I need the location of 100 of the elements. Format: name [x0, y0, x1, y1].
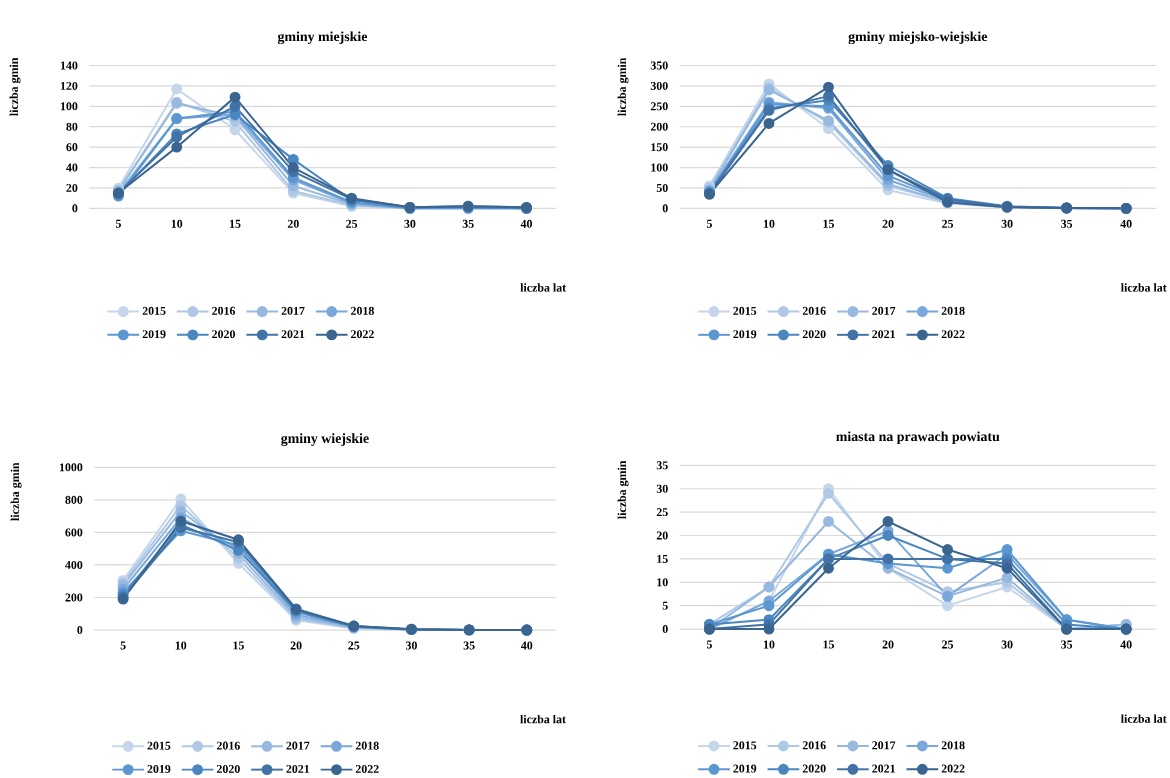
- x-tick-label: 25: [942, 219, 954, 228]
- x-tick-label: 35: [1061, 640, 1073, 649]
- legend-label: 2020: [212, 329, 235, 339]
- y-tick-label: 20: [66, 183, 78, 192]
- y-tick-label: 25: [656, 507, 668, 516]
- y-tick-label: 0: [662, 624, 668, 633]
- legend-label: 2018: [355, 741, 379, 750]
- x-tick-label: 20: [287, 219, 299, 228]
- y-tick-label: 250: [650, 102, 668, 111]
- y-tick-label: 35: [656, 461, 668, 470]
- legend-label: 2017: [281, 306, 305, 315]
- legend-label: 2015: [147, 741, 171, 750]
- y-tick-label: 200: [65, 593, 83, 602]
- x-tick-label: 10: [171, 219, 183, 228]
- x-axis-title: liczba lat: [1120, 283, 1167, 292]
- x-tick-label: 40: [1120, 640, 1132, 649]
- x-tick-label: 25: [346, 219, 358, 228]
- y-tick-label: 100: [651, 163, 668, 172]
- x-tick-label: 15: [823, 640, 834, 649]
- x-tick-label: 5: [115, 219, 121, 228]
- x-axis-title: liczba lat: [1120, 714, 1167, 723]
- y-tick-label: 600: [65, 528, 83, 537]
- legend-label: 2018: [941, 306, 965, 315]
- x-tick-label: 10: [175, 641, 187, 650]
- legend-label: 2016: [802, 306, 826, 315]
- x-axis-title: liczba lat: [520, 714, 566, 724]
- y-tick-label: 100: [60, 102, 78, 111]
- y-tick-label: 300: [650, 81, 668, 90]
- legend-label: 2019: [733, 329, 757, 339]
- y-tick-label: 50: [656, 183, 668, 192]
- legend-label: 2016: [802, 741, 826, 750]
- x-tick-label: 10: [763, 640, 775, 649]
- x-tick-label: 40: [521, 641, 533, 650]
- y-tick-label: 800: [65, 495, 83, 504]
- legend-label: 2020: [802, 764, 826, 773]
- y-tick-label: 1000: [59, 463, 83, 472]
- y-tick-label: 5: [662, 601, 668, 610]
- x-tick-label: 5: [120, 641, 126, 650]
- y-tick-label: 60: [66, 142, 78, 151]
- x-tick-label: 25: [942, 640, 954, 649]
- chart-title: gminy miejsko-wiejskie: [848, 31, 988, 44]
- legend-label: 2020: [802, 329, 826, 339]
- y-tick-label: 40: [66, 163, 78, 172]
- y-tick-label: 350: [650, 61, 668, 70]
- x-tick-label: 40: [1120, 219, 1132, 228]
- y-axis-title: liczba gmin: [617, 57, 629, 116]
- legend-label: 2021: [281, 329, 305, 339]
- y-tick-label: 150: [651, 142, 668, 151]
- x-tick-label: 30: [404, 219, 416, 228]
- legend-label: 2015: [733, 741, 757, 750]
- y-tick-label: 0: [72, 204, 78, 213]
- x-tick-label: 5: [706, 219, 712, 228]
- x-tick-label: 35: [463, 641, 475, 650]
- legend-label: 2020: [216, 764, 240, 773]
- x-tick-label: 10: [763, 219, 775, 228]
- x-tick-label: 30: [1001, 640, 1013, 649]
- x-tick-label: 5: [706, 640, 712, 649]
- y-tick-label: 140: [60, 61, 78, 70]
- x-tick-label: 30: [1001, 219, 1013, 228]
- y-tick-label: 0: [77, 625, 83, 634]
- legend-label: 2022: [355, 764, 379, 773]
- y-tick-label: 30: [656, 484, 668, 493]
- chart-title: miasta na prawach powiatu: [836, 431, 1000, 444]
- x-tick-label: 15: [233, 641, 244, 650]
- legend-label: 2022: [351, 329, 374, 339]
- legend-label: 2022: [941, 329, 965, 339]
- legend-label: 2017: [872, 306, 896, 315]
- legend-label: 2016: [212, 306, 236, 315]
- x-tick-label: 15: [230, 219, 241, 228]
- legend-label: 2021: [286, 764, 310, 773]
- x-tick-label: 15: [823, 219, 834, 228]
- y-tick-label: 20: [656, 531, 668, 540]
- legend-label: 2018: [941, 741, 965, 750]
- y-tick-label: 15: [657, 554, 668, 563]
- y-axis-title: liczba gmin: [617, 460, 629, 519]
- legend-label: 2019: [147, 764, 171, 773]
- legend-label: 2019: [733, 764, 757, 773]
- legend-label: 2018: [351, 306, 374, 315]
- x-axis-title: liczba lat: [520, 283, 567, 292]
- y-tick-label: 80: [66, 122, 78, 131]
- legend-label: 2017: [286, 741, 310, 750]
- legend-label: 2015: [733, 306, 757, 315]
- legend-label: 2022: [941, 764, 965, 773]
- legend-label: 2016: [216, 741, 240, 750]
- y-tick-label: 10: [657, 578, 668, 587]
- legend-label: 2021: [872, 329, 895, 339]
- x-tick-label: 30: [405, 641, 417, 650]
- y-tick-label: 200: [650, 122, 668, 131]
- x-tick-label: 35: [462, 219, 474, 228]
- y-tick-label: 0: [662, 204, 668, 213]
- legend-label: 2021: [872, 764, 895, 773]
- legend-label: 2019: [142, 329, 166, 339]
- y-tick-label: 120: [60, 81, 78, 90]
- chart-title: gminy miejskie: [277, 31, 368, 44]
- x-tick-label: 40: [520, 219, 532, 228]
- y-axis-title: liczba gmin: [9, 57, 21, 116]
- legend-label: 2017: [872, 741, 896, 750]
- x-tick-label: 20: [290, 641, 302, 650]
- chart-title: gminy wiejskie: [281, 433, 369, 446]
- x-tick-label: 20: [882, 219, 894, 228]
